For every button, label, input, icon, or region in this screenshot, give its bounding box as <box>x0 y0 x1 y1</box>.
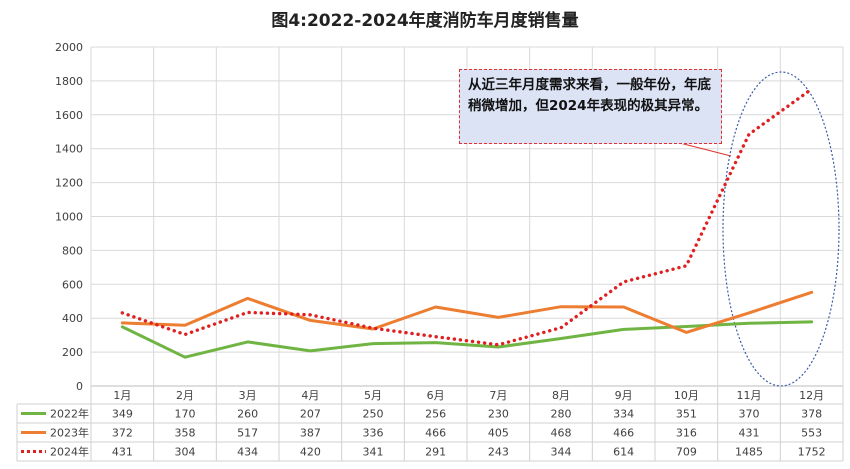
x-tick-label: 6月 <box>427 389 445 402</box>
x-tick-label: 12月 <box>799 389 824 402</box>
series-line-2022年 <box>120 320 814 359</box>
table-cell: 370 <box>739 408 760 421</box>
table-cell: 431 <box>739 427 760 440</box>
table-cell: 256 <box>425 408 446 421</box>
y-tick-label: 1600 <box>55 109 83 122</box>
table-cell: 431 <box>112 446 133 459</box>
y-tick-label: 2000 <box>55 41 83 54</box>
table-cell: 517 <box>237 427 258 440</box>
table-cell: 434 <box>237 446 258 459</box>
table-cell: 358 <box>175 427 196 440</box>
chart-title: 图4:2022-2024年度消防车月度销售量 <box>271 11 579 31</box>
table-cell: 405 <box>488 427 509 440</box>
legend-label: 2024年 <box>50 445 89 459</box>
table-cell: 468 <box>551 427 572 440</box>
y-tick-label: 600 <box>62 278 83 291</box>
table-cell: 304 <box>175 446 196 459</box>
table-cell: 351 <box>676 408 697 421</box>
table-cell: 709 <box>676 446 697 459</box>
y-tick-label: 800 <box>62 244 83 257</box>
y-tick-label: 400 <box>62 312 83 325</box>
data-table: 1月 2月 3月 4月 5月 6月 7月 8月 9月 10月 11月 12月 2022年 349 170 26… <box>16 386 844 462</box>
table-cell: 260 <box>237 408 258 421</box>
table-cell: 614 <box>613 446 634 459</box>
y-tick-label: 1200 <box>55 177 83 190</box>
x-tick-label: 8月 <box>552 389 570 402</box>
y-tick-label: 200 <box>62 346 83 359</box>
legend-label: 2023年 <box>50 426 89 440</box>
table-cell: 344 <box>551 446 572 459</box>
x-tick-label: 3月 <box>239 389 257 402</box>
x-tick-label: 7月 <box>489 389 507 402</box>
x-tick-label: 5月 <box>364 389 382 402</box>
y-tick-label: 1400 <box>55 143 83 156</box>
table-cell: 291 <box>425 446 446 459</box>
table-cell: 341 <box>363 446 384 459</box>
table-cell: 553 <box>801 427 822 440</box>
table-cell: 316 <box>676 427 697 440</box>
table-cell: 1485 <box>735 446 763 459</box>
table-cell: 1752 <box>798 446 826 459</box>
annotation-callout: 从近三年月度需求来看，一般年份，年底稍微增加，但2024年表现的极其异常。 <box>459 69 722 144</box>
table-cell: 378 <box>801 408 822 421</box>
table-cell: 250 <box>363 408 384 421</box>
legend-label: 2022年 <box>50 407 89 421</box>
table-cell: 207 <box>300 408 321 421</box>
x-tick-label: 4月 <box>301 389 319 402</box>
x-tick-label: 9月 <box>615 389 633 402</box>
x-tick-label: 2月 <box>176 389 194 402</box>
annotation-marks <box>675 71 840 387</box>
series-lines <box>120 87 814 359</box>
table-cell: 349 <box>112 408 133 421</box>
x-tick-label: 11月 <box>737 389 762 402</box>
y-axis-ticks: 0 200 400 600 800 1000 1200 1400 1600 1800 2000 <box>55 41 83 393</box>
table-cell: 420 <box>300 446 321 459</box>
y-tick-label: 0 <box>76 380 83 393</box>
y-tick-label: 1800 <box>55 75 83 88</box>
table-cell: 280 <box>551 408 572 421</box>
table-cell: 230 <box>488 408 509 421</box>
series-line-2023年 <box>120 290 814 334</box>
table-cell: 466 <box>613 427 634 440</box>
x-tick-label: 1月 <box>113 389 131 402</box>
callout-pointer <box>675 141 732 157</box>
table-cell: 334 <box>613 408 634 421</box>
table-cell: 372 <box>112 427 133 440</box>
table-cell: 243 <box>488 446 509 459</box>
x-tick-label: 10月 <box>674 389 699 402</box>
y-tick-label: 1000 <box>55 211 83 224</box>
table-cell: 466 <box>425 427 446 440</box>
highlight-ellipse <box>722 71 840 387</box>
gridlines <box>90 46 844 387</box>
table-cell: 170 <box>175 408 196 421</box>
table-cell: 387 <box>300 427 321 440</box>
series-line-2024年 <box>120 87 814 347</box>
table-cell: 336 <box>363 427 384 440</box>
